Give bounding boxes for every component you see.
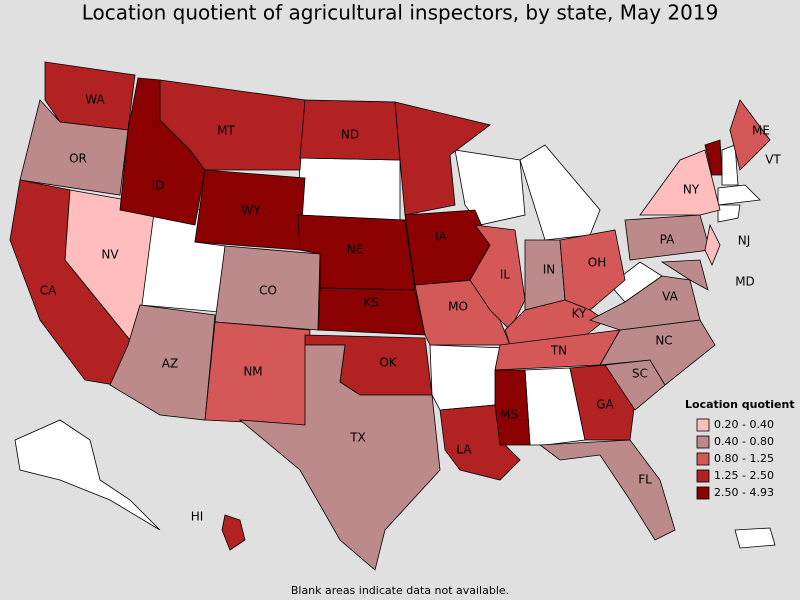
state-label: NY [683, 183, 700, 197]
state-ma [717, 184, 761, 206]
footnote: Blank areas indicate data not available. [291, 584, 509, 597]
state-label: CO [259, 284, 277, 298]
state-label: IA [435, 230, 448, 244]
state-label: VA [662, 290, 678, 304]
legend-label: 2.50 - 4.93 [714, 486, 774, 499]
legend-swatch [696, 469, 710, 483]
state-label: PA [660, 233, 675, 247]
state-label: OR [69, 152, 87, 166]
state-label: FL [638, 473, 652, 487]
state-mi [519, 144, 601, 241]
state-label: GA [596, 398, 614, 412]
state-shape [704, 139, 723, 176]
legend-label: 0.20 - 0.40 [714, 418, 774, 431]
state-shape [660, 259, 709, 291]
state-shape [221, 514, 246, 551]
state-label: CA [40, 284, 57, 298]
state-label: HI [191, 510, 204, 524]
legend-swatch [696, 418, 710, 432]
state-label: KS [363, 296, 379, 310]
legend-swatch [696, 486, 710, 500]
state-shape [559, 229, 626, 311]
state-pr [734, 527, 776, 549]
state-label: NE [347, 243, 364, 257]
state-label: OH [588, 256, 606, 270]
state-label: SC [632, 367, 648, 381]
state-label: LA [456, 443, 472, 457]
state-label: NM [243, 365, 262, 379]
state-shape [394, 101, 491, 216]
state-label: ID [152, 179, 165, 193]
state-label: TN [550, 344, 567, 358]
legend-label: 0.80 - 1.25 [714, 452, 774, 465]
state-label: OK [379, 356, 397, 370]
state-label: NJ [738, 234, 751, 248]
state-label: ME [752, 124, 770, 138]
state-shape [238, 344, 441, 571]
state-label: MO [448, 300, 468, 314]
state-label: TX [349, 431, 366, 445]
state-shape [109, 304, 216, 421]
state-label: WY [241, 204, 261, 218]
state-label: MS [500, 408, 518, 422]
legend-swatch [696, 452, 710, 466]
state-label: NC [655, 334, 672, 348]
state-shape [729, 99, 771, 171]
state-label: VT [765, 153, 781, 167]
state-ct [717, 204, 741, 223]
state-shape [469, 224, 526, 331]
state-label: AZ [162, 357, 178, 371]
state-shape [538, 439, 676, 541]
state-label: IL [500, 268, 511, 282]
state-shape [704, 223, 721, 267]
state-label: IN [543, 263, 556, 277]
state-label: ND [341, 128, 359, 142]
title: Location quotient of agricultural inspec… [82, 1, 719, 25]
legend-title: Location quotient [685, 398, 795, 411]
state-label: MD [735, 275, 755, 289]
state-shape [494, 369, 531, 446]
state-shape [639, 149, 721, 216]
state-ak [14, 419, 161, 531]
state-label: WA [85, 93, 105, 107]
state-sd [297, 157, 401, 221]
legend-label: 1.25 - 2.50 [714, 469, 774, 482]
states: WAORCANVIDMTWYCOAZNMNDNEKSOKTXMNIAMOLAIL… [9, 61, 781, 571]
state-wi [454, 149, 526, 226]
legend-swatch [696, 435, 710, 449]
legend-label: 0.40 - 0.80 [714, 435, 774, 448]
state-ar [429, 344, 506, 411]
legend: Location quotient 0.20 - 0.40 0.40 - 0.80 0… [685, 398, 795, 500]
state-label: NV [101, 248, 119, 262]
state-label: MT [217, 124, 235, 138]
state-shape [19, 99, 129, 196]
state-label: KY [572, 307, 587, 321]
